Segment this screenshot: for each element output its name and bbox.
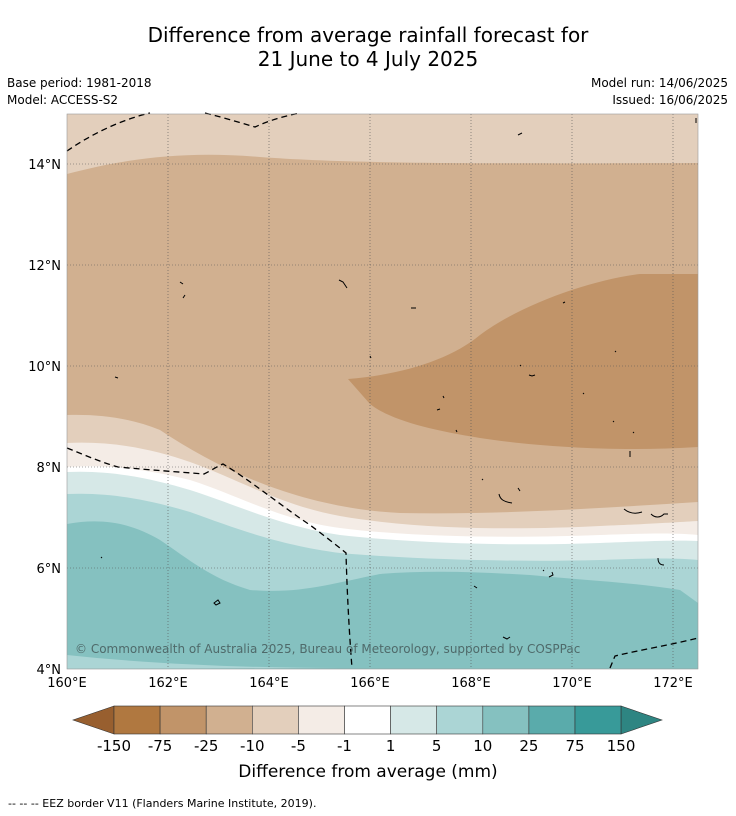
band-brown-mid: [348, 274, 698, 449]
colorbar-box: [252, 705, 299, 735]
colorbar-box: [528, 705, 576, 735]
lon-label-170e: 170°E: [552, 676, 592, 691]
colorbar-box: [205, 705, 253, 735]
colorbar-box: [482, 705, 530, 735]
lat-label-14n: 14°N: [28, 158, 61, 173]
colorbar-tick-label: -25: [194, 737, 219, 755]
map-frame: [66, 113, 699, 670]
colorbar-box: [159, 705, 207, 735]
title-line-2: 21 June to 4 July 2025: [257, 47, 479, 71]
lon-label-166e: 166°E: [350, 676, 390, 691]
lon-label-172e: 172°E: [653, 676, 693, 691]
colorbar-tick-label: 150: [607, 737, 636, 755]
issued-date: Issued: 16/06/2025: [612, 93, 728, 107]
eez-border: [66, 112, 699, 669]
colorbar-title: Difference from average (mm): [238, 762, 498, 782]
colorbar-tick-label: -10: [240, 737, 265, 755]
colorbar-arrow-left: [72, 705, 115, 735]
lat-label-6n: 6°N: [37, 562, 62, 577]
colorbar-tick-label: 75: [565, 737, 584, 755]
lat-label-8n: 8°N: [37, 461, 62, 476]
band-teal: [67, 521, 698, 669]
colorbar-tick-label: -5: [291, 737, 306, 755]
colorbar-box: [344, 705, 391, 735]
lat-label-10n: 10°N: [28, 360, 61, 375]
copyright-note: © Commonwealth of Australia 2025, Bureau…: [75, 642, 580, 656]
title-line-1: Difference from average rainfall forecas…: [147, 23, 589, 47]
model-name: Model: ACCESS-S2: [7, 93, 119, 107]
colorbar-tick-label: 1: [386, 737, 396, 755]
colorbar-arrow-right: [620, 705, 663, 735]
eez-legend-note: -- -- -- EEZ border V11 (Flanders Marine…: [8, 797, 317, 810]
colorbar-box: [574, 705, 622, 735]
colorbar-box: [436, 705, 484, 735]
island-outlines: [100, 118, 697, 640]
lat-label-12n: 12°N: [28, 259, 61, 274]
model-run: Model run: 14/06/2025: [590, 76, 728, 90]
lon-label-160e: 160°E: [47, 676, 87, 691]
lon-label-168e: 168°E: [451, 676, 491, 691]
colorbar-tick-label: -150: [97, 737, 131, 755]
colorbar-tick-label: -75: [148, 737, 173, 755]
colorbar: -150 -75 -25 -10 -5 -1 1 5 10 25 75 150: [72, 705, 663, 755]
lat-tick-labels: 14°N 12°N 10°N 8°N 6°N 4°N: [28, 158, 61, 678]
colorbar-tick-label: 5: [432, 737, 442, 755]
base-period: Base period: 1981-2018: [7, 76, 152, 90]
grid-lines: [67, 114, 698, 669]
lon-tick-labels: 160°E 162°E 164°E 166°E 168°E 170°E 172°…: [47, 676, 693, 691]
lat-label-4n: 4°N: [37, 663, 62, 678]
colorbar-box: [113, 705, 161, 735]
colorbar-tick-label: 10: [473, 737, 492, 755]
colorbar-box: [390, 705, 438, 735]
band-teal-pale-bottom: [67, 655, 340, 669]
colorbar-tick-label: 25: [519, 737, 538, 755]
map-area: [67, 114, 698, 669]
colorbar-box: [298, 705, 345, 735]
lon-label-164e: 164°E: [249, 676, 289, 691]
colorbar-tick-label: -1: [337, 737, 352, 755]
lon-label-162e: 162°E: [148, 676, 188, 691]
